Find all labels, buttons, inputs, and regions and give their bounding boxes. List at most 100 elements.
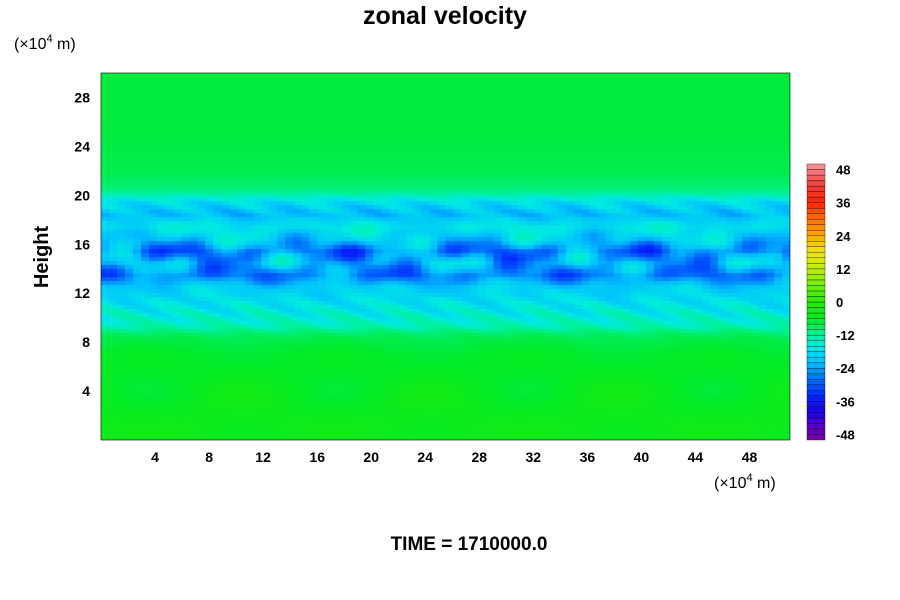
heatmap-cell bbox=[437, 328, 447, 333]
heatmap-cell bbox=[549, 260, 559, 266]
heatmap-cell bbox=[429, 212, 439, 218]
heatmap-cell bbox=[477, 228, 487, 234]
heatmap-cell bbox=[741, 208, 751, 214]
heatmap-cell bbox=[141, 220, 150, 226]
heatmap-cell bbox=[373, 396, 383, 401]
heatmap-cell bbox=[181, 224, 190, 230]
heatmap-cell bbox=[453, 216, 463, 222]
heatmap-cell bbox=[589, 212, 599, 218]
heatmap-cell bbox=[421, 428, 431, 433]
heatmap-cell bbox=[245, 244, 254, 250]
heatmap-cell bbox=[677, 288, 687, 293]
heatmap-cell bbox=[437, 388, 447, 393]
heatmap-cell bbox=[557, 416, 567, 421]
heatmap-cell bbox=[525, 432, 535, 437]
heatmap-cell bbox=[597, 276, 607, 282]
heatmap-cell bbox=[189, 416, 198, 421]
heatmap-cell bbox=[293, 260, 302, 266]
heatmap-cell bbox=[405, 316, 415, 321]
heatmap-cell bbox=[293, 420, 302, 425]
heatmap-cell bbox=[445, 404, 455, 409]
heatmap-cell bbox=[557, 340, 567, 345]
heatmap-cell bbox=[709, 368, 719, 373]
heatmap-cell bbox=[565, 344, 575, 349]
heatmap-cell bbox=[557, 312, 567, 317]
heatmap-cell bbox=[605, 236, 615, 242]
heatmap-cell bbox=[293, 296, 302, 301]
heatmap-cell bbox=[349, 356, 358, 361]
heatmap-cell bbox=[637, 260, 647, 266]
heatmap-cell bbox=[285, 416, 294, 421]
heatmap-cell bbox=[677, 224, 687, 230]
heatmap-cell bbox=[589, 364, 599, 369]
heatmap-cell bbox=[213, 276, 222, 282]
heatmap-cell bbox=[213, 212, 222, 218]
heatmap-cell bbox=[317, 384, 326, 389]
heatmap-cell bbox=[269, 296, 278, 301]
heatmap-cell bbox=[261, 380, 270, 385]
heatmap-cell bbox=[709, 420, 719, 425]
heatmap-cell bbox=[317, 312, 326, 317]
heatmap-cell bbox=[525, 212, 535, 218]
heatmap-cell bbox=[501, 220, 511, 226]
heatmap-cell bbox=[493, 388, 503, 393]
heatmap-cell bbox=[549, 320, 559, 325]
heatmap-cell bbox=[549, 348, 559, 353]
heatmap-cell bbox=[549, 360, 559, 365]
heatmap-cell bbox=[693, 336, 703, 341]
heatmap-cell bbox=[413, 308, 423, 313]
heatmap-cell bbox=[685, 228, 695, 234]
heatmap-cell bbox=[453, 376, 463, 381]
heatmap-cell bbox=[381, 256, 391, 262]
heatmap-cell bbox=[669, 260, 679, 266]
heatmap-cell bbox=[541, 224, 551, 230]
heatmap-cell bbox=[333, 248, 342, 254]
heatmap-cell bbox=[413, 264, 423, 270]
heatmap-cell bbox=[485, 216, 495, 222]
heatmap-cell bbox=[541, 360, 551, 365]
heatmap-cell bbox=[373, 232, 383, 238]
heatmap-cell bbox=[645, 424, 655, 429]
heatmap-cell bbox=[437, 312, 447, 317]
heatmap-cell bbox=[773, 288, 783, 293]
heatmap-cell bbox=[101, 400, 110, 405]
heatmap-cell bbox=[165, 432, 174, 437]
heatmap-cell bbox=[165, 260, 174, 266]
heatmap-cell bbox=[381, 232, 391, 238]
heatmap-cell bbox=[357, 320, 366, 325]
heatmap-cell bbox=[549, 364, 559, 369]
heatmap-cell bbox=[341, 248, 350, 254]
heatmap-cell bbox=[349, 272, 358, 278]
heatmap-cell bbox=[101, 328, 110, 333]
heatmap-cell bbox=[653, 316, 663, 321]
heatmap-cell bbox=[333, 352, 342, 357]
heatmap-cell bbox=[573, 248, 583, 254]
heatmap-cell bbox=[341, 388, 350, 393]
heatmap-cell bbox=[101, 408, 110, 413]
heatmap-cell bbox=[117, 408, 126, 413]
heatmap-cell bbox=[581, 396, 591, 401]
heatmap-cell bbox=[661, 340, 671, 345]
heatmap-cell bbox=[261, 264, 270, 270]
heatmap-cell bbox=[149, 352, 158, 357]
heatmap-cell bbox=[333, 424, 342, 429]
heatmap-cell bbox=[141, 352, 150, 357]
heatmap-cell bbox=[461, 252, 471, 258]
heatmap-cell bbox=[581, 296, 591, 301]
heatmap-cell bbox=[517, 392, 527, 397]
heatmap-cell bbox=[469, 232, 479, 238]
heatmap-cell bbox=[757, 348, 767, 353]
heatmap-cell bbox=[725, 272, 735, 278]
heatmap-cell bbox=[237, 264, 246, 270]
heatmap-cell bbox=[405, 288, 415, 293]
heatmap-cell bbox=[269, 384, 278, 389]
heatmap-cell bbox=[101, 280, 110, 286]
heatmap-cell bbox=[285, 224, 294, 230]
heatmap-cell bbox=[733, 428, 743, 433]
heatmap-cell bbox=[189, 356, 198, 361]
heatmap-cell bbox=[509, 280, 519, 286]
heatmap-cell bbox=[405, 268, 415, 274]
heatmap-cell bbox=[709, 252, 719, 258]
heatmap-cell bbox=[309, 372, 318, 377]
heatmap-cell bbox=[109, 244, 118, 250]
